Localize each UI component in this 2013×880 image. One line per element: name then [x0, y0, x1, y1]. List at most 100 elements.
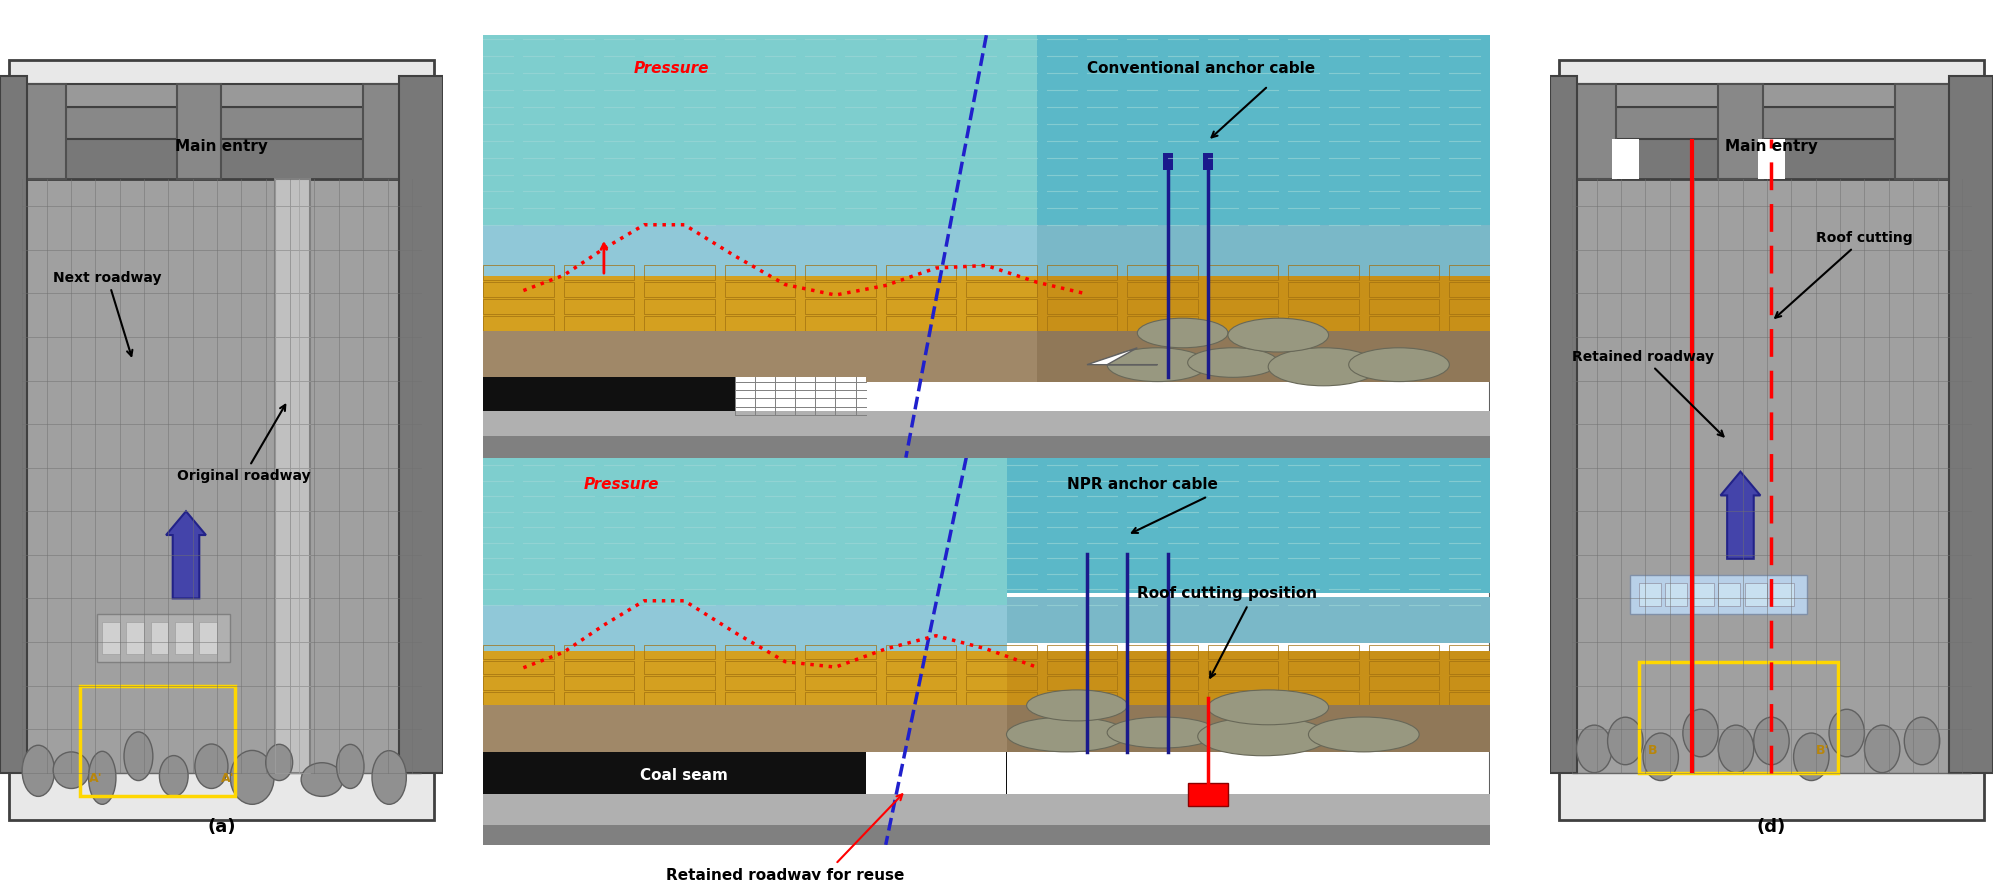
- Bar: [725, 692, 795, 706]
- Bar: [1047, 661, 1117, 674]
- Bar: [564, 299, 634, 314]
- Ellipse shape: [302, 761, 334, 796]
- Bar: [1037, 276, 1490, 331]
- Text: Original roadway: Original roadway: [177, 405, 310, 482]
- Bar: [483, 706, 1006, 752]
- Text: Coal seam: Coal seam: [640, 767, 729, 782]
- Bar: [483, 276, 1037, 331]
- Bar: [966, 645, 1037, 659]
- Ellipse shape: [372, 752, 413, 804]
- Bar: [1757, 139, 1786, 179]
- Bar: [483, 316, 554, 331]
- Bar: [103, 622, 119, 654]
- Text: Original roadway: Original roadway: [1095, 484, 1240, 499]
- Bar: [725, 299, 795, 314]
- Bar: [1369, 677, 1439, 690]
- Bar: [1369, 266, 1439, 280]
- Bar: [1037, 331, 1490, 382]
- Bar: [274, 179, 310, 773]
- Bar: [644, 645, 715, 659]
- Ellipse shape: [159, 746, 187, 796]
- Bar: [805, 299, 876, 314]
- Bar: [483, 266, 554, 280]
- Text: Next roadway: Next roadway: [52, 270, 161, 356]
- Bar: [1288, 316, 1359, 331]
- Bar: [199, 622, 217, 654]
- Ellipse shape: [336, 735, 368, 788]
- Bar: [1127, 266, 1198, 280]
- Bar: [1202, 153, 1212, 171]
- Bar: [1208, 299, 1278, 314]
- Text: Pressure: Pressure: [584, 477, 660, 492]
- Bar: [22, 84, 421, 179]
- Bar: [1745, 583, 1767, 606]
- Bar: [1288, 661, 1359, 674]
- Bar: [644, 316, 715, 331]
- Bar: [177, 84, 221, 179]
- Bar: [1719, 84, 1763, 179]
- Bar: [22, 84, 421, 107]
- Bar: [966, 282, 1037, 297]
- Bar: [1047, 282, 1117, 297]
- Bar: [483, 605, 1006, 651]
- Ellipse shape: [1198, 717, 1329, 756]
- Bar: [1047, 266, 1117, 280]
- Bar: [886, 299, 956, 314]
- Text: Pressure: Pressure: [634, 62, 711, 77]
- Bar: [483, 661, 554, 674]
- Ellipse shape: [1719, 725, 1753, 773]
- Bar: [1288, 645, 1359, 659]
- Bar: [644, 692, 715, 706]
- Bar: [966, 299, 1037, 314]
- Bar: [483, 225, 1037, 276]
- Bar: [1369, 316, 1439, 331]
- Bar: [127, 622, 145, 654]
- Bar: [564, 316, 634, 331]
- Bar: [886, 266, 956, 280]
- Bar: [866, 752, 1006, 798]
- Bar: [1208, 266, 1278, 280]
- Bar: [1449, 677, 1520, 690]
- Bar: [1208, 282, 1278, 297]
- Bar: [1369, 692, 1439, 706]
- Bar: [1127, 661, 1198, 674]
- Bar: [1006, 706, 1490, 752]
- Bar: [1127, 299, 1198, 314]
- Bar: [805, 316, 876, 331]
- Ellipse shape: [125, 737, 167, 781]
- Bar: [1550, 76, 1576, 773]
- Ellipse shape: [1268, 348, 1379, 385]
- Bar: [1449, 645, 1520, 659]
- Bar: [483, 677, 554, 690]
- Bar: [1047, 316, 1117, 331]
- Bar: [1127, 282, 1198, 297]
- Ellipse shape: [89, 766, 131, 804]
- Bar: [1639, 662, 1838, 773]
- Text: Main entry: Main entry: [175, 139, 268, 155]
- Text: Retained roadway: Retained roadway: [1572, 349, 1723, 436]
- Bar: [0, 76, 26, 773]
- Ellipse shape: [266, 729, 294, 781]
- Bar: [725, 677, 795, 690]
- Bar: [886, 645, 956, 659]
- FancyArrow shape: [1721, 472, 1759, 559]
- Bar: [1369, 645, 1439, 659]
- Bar: [1288, 282, 1359, 297]
- Text: Roof cutting position: Roof cutting position: [1137, 585, 1317, 601]
- Bar: [725, 645, 795, 659]
- Bar: [1047, 299, 1117, 314]
- Text: B': B': [1816, 744, 1830, 757]
- Bar: [1449, 266, 1520, 280]
- Bar: [483, 651, 1006, 706]
- Bar: [483, 645, 554, 659]
- Ellipse shape: [1608, 717, 1643, 765]
- Bar: [966, 661, 1037, 674]
- Ellipse shape: [1864, 725, 1900, 773]
- Bar: [886, 661, 956, 674]
- Text: B: B: [1647, 744, 1657, 757]
- Bar: [1006, 597, 1490, 643]
- Text: Main entry: Main entry: [1725, 139, 1818, 155]
- Bar: [1369, 661, 1439, 674]
- Bar: [1127, 645, 1198, 659]
- Bar: [725, 266, 795, 280]
